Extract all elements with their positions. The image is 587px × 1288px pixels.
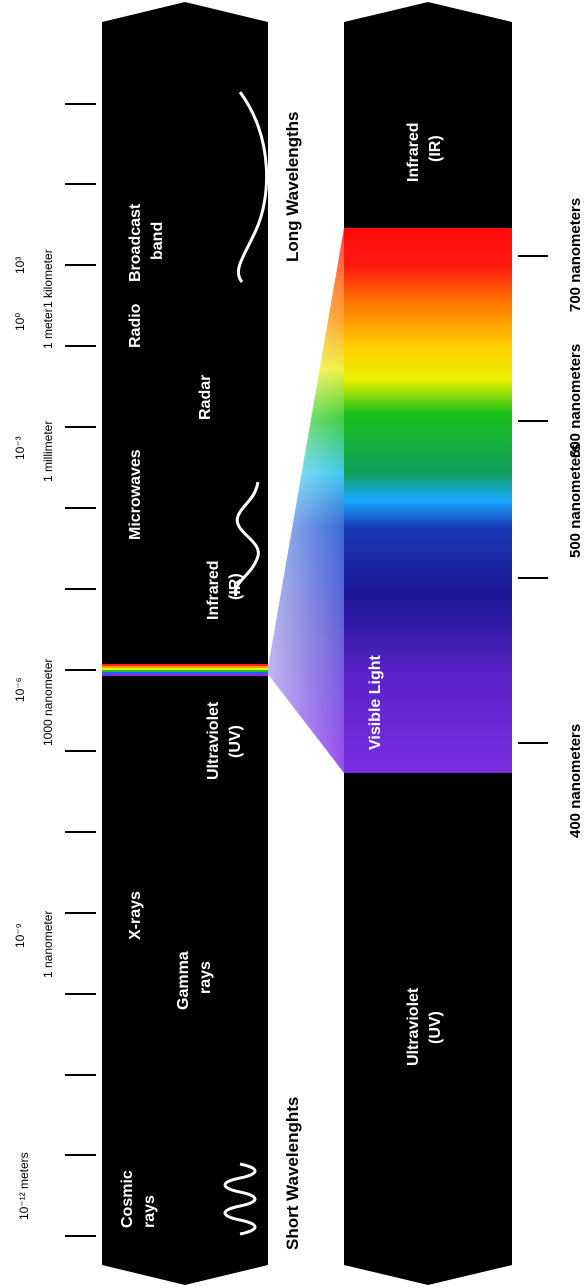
visible-spectrum-gradient (344, 228, 512, 773)
long-wavelengths-label: Long Wavelengths (283, 112, 302, 263)
scale-label-unit: 1 nanometer (41, 911, 55, 978)
band-infrared: Infrared (IR) (205, 560, 244, 620)
band-label: Infrared (205, 560, 222, 620)
band-gamma-rays: Gamma rays (175, 951, 214, 1010)
direction-label: Long Wavelengths (283, 112, 302, 263)
scale-label-1e-12: 10⁻¹² meters (17, 1152, 31, 1220)
scale-label-unit: 1 millimeter (41, 421, 55, 482)
scale-label-exponent: 10⁻³ (13, 436, 27, 460)
short-wavelengths-label: Short Wavelenghts (283, 1097, 302, 1250)
scale-label-1e0: 10⁰ 1 meter (13, 308, 55, 349)
band-label: Infrared (405, 122, 422, 182)
scale-label-unit: 1 meter (41, 308, 55, 349)
nm-label: 700 nanometers (567, 198, 584, 312)
band-label: Broadcast (127, 203, 144, 282)
band-label: Microwaves (127, 449, 144, 540)
scale-label-text: 10⁻¹² meters (17, 1152, 31, 1220)
band-ultraviolet: Ultraviolet (UV) (205, 701, 244, 780)
band-label: rays (197, 961, 214, 994)
nm-label: 600 nanometers (567, 344, 584, 458)
band-label: X-rays (127, 891, 144, 940)
nm-label-400: 400 nanometers (567, 724, 584, 838)
nm-label: 500 nanometers (567, 444, 584, 558)
band-label: band (149, 222, 166, 260)
scale-label-1e-6: 10⁻⁶ 1000 nanometer (13, 659, 55, 746)
band-x-rays: X-rays (127, 891, 144, 940)
scale-label-unit: 1 kilometer (41, 249, 55, 308)
band-label: (UV) (427, 1011, 444, 1044)
band-microwaves: Microwaves (127, 449, 144, 540)
band-radio: Radio (127, 303, 144, 348)
visible-light-label: Visible Light (367, 655, 384, 751)
spectrum-bar (102, 2, 268, 1285)
nm-ticks (518, 255, 548, 744)
band-radar: Radar (197, 375, 214, 420)
visible-ir-label: Infrared (IR) (405, 122, 444, 182)
band-label: Gamma (175, 951, 192, 1010)
scale-ticks (65, 103, 96, 1237)
direction-label: Short Wavelenghts (283, 1097, 302, 1250)
band-label: (UV) (227, 725, 244, 758)
visible-band-stripe (102, 664, 268, 676)
scale-label-exponent: 10⁻⁶ (13, 677, 27, 702)
band-label: Ultraviolet (405, 987, 422, 1066)
nm-label-700: 700 nanometers (567, 198, 584, 312)
scale-label-exponent: 10³ (13, 257, 27, 274)
nm-label-600: 600 nanometers (567, 344, 584, 458)
band-broadcast: Broadcast band (127, 203, 166, 282)
band-label: Radar (197, 375, 214, 420)
short-wave-icon (223, 1162, 257, 1236)
scale-label-1e-9: 10⁻⁹ 1 nanometer (13, 911, 55, 978)
band-label: Visible Light (367, 655, 384, 751)
long-wave-icon (236, 91, 269, 283)
band-label: rays (141, 1195, 158, 1228)
band-label: Radio (127, 303, 144, 348)
nm-label-500: 500 nanometers (567, 444, 584, 558)
scale-label-unit: 1000 nanometer (41, 659, 55, 746)
nm-label: 400 nanometers (567, 724, 584, 838)
scale-label-1e3: 10³ 1 kilometer (13, 249, 55, 308)
band-label: (IR) (427, 135, 444, 162)
band-label: Ultraviolet (205, 701, 222, 780)
scale-label-exponent: 10⁰ (13, 313, 27, 331)
dispersion-fan-highlight (268, 228, 344, 773)
visible-uv-label: Ultraviolet (UV) (405, 987, 444, 1066)
band-label: (IR) (227, 573, 244, 600)
medium-wave-icon (234, 481, 260, 597)
band-label: Cosmic (119, 1170, 136, 1228)
band-cosmic-rays: Cosmic rays (119, 1170, 158, 1228)
scale-label-1e-3: 10⁻³ 1 millimeter (13, 421, 55, 482)
scale-label-exponent: 10⁻⁹ (13, 923, 27, 948)
